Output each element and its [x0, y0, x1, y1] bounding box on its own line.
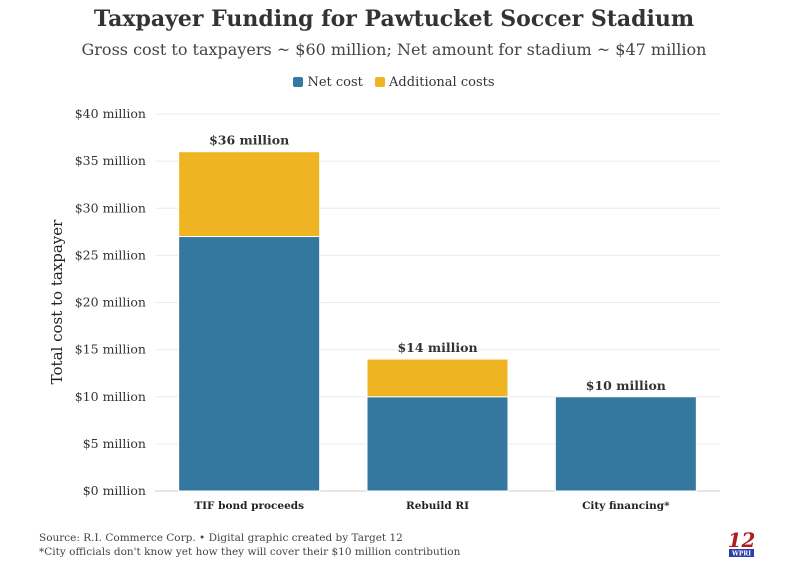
bar-additional-costs: [178, 151, 321, 238]
bar-net-cost: [178, 236, 321, 492]
y-tick-label: $10 million: [75, 389, 146, 404]
legend-item-additional-costs[interactable]: Additional costs: [375, 75, 495, 90]
data-label: $10 million: [586, 378, 666, 393]
chart-title: Taxpayer Funding for Pawtucket Soccer St…: [93, 6, 695, 32]
y-tick-label: $40 million: [75, 106, 146, 121]
svg-text:WPRI: WPRI: [731, 551, 751, 558]
y-tick-label: $20 million: [75, 295, 146, 310]
legend-label-additional-costs: Additional costs: [389, 75, 495, 90]
y-tick-label: $15 million: [75, 342, 146, 357]
legend-label-net-cost: Net cost: [307, 75, 363, 90]
footnote: *City officials don't know yet how they …: [39, 546, 461, 558]
legend-item-net-cost[interactable]: Net cost: [293, 75, 363, 90]
source-note: Source: R.I. Commerce Corp. • Digital gr…: [39, 532, 403, 544]
svg-text:12: 12: [729, 529, 754, 552]
bar-additional-costs: [366, 358, 509, 398]
y-tick-label: $25 million: [75, 247, 146, 262]
chart-subtitle: Gross cost to taxpayers ~ $60 million; N…: [81, 40, 707, 59]
x-tick-label: TIF bond proceeds: [194, 500, 304, 512]
y-tick-label: $35 million: [75, 153, 146, 168]
y-tick-label: $30 million: [75, 200, 146, 215]
legend-swatch-additional-costs: [375, 77, 386, 87]
wpri-logo: 12 WPRI: [729, 529, 754, 557]
data-label: $36 million: [209, 133, 289, 148]
bar-net-cost: [366, 396, 509, 492]
legend: Net cost Additional costs: [0, 75, 788, 90]
footer: Source: R.I. Commerce Corp. • Digital gr…: [39, 531, 460, 559]
bar-net-cost: [554, 396, 697, 492]
x-tick-label: City financing*: [582, 500, 670, 512]
y-tick-label: $5 million: [83, 436, 146, 451]
legend-swatch-net-cost: [293, 77, 304, 87]
y-tick-label: $0 million: [83, 483, 146, 498]
y-axis-label: Total cost to taxpayer: [48, 219, 66, 384]
x-tick-label: Rebuild RI: [406, 500, 469, 512]
data-label: $14 million: [397, 340, 477, 355]
